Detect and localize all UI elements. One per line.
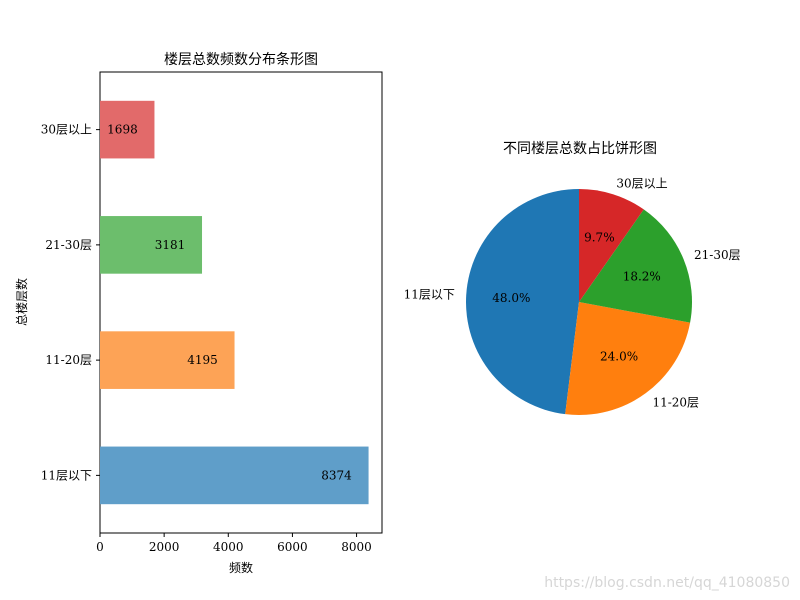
bar-chart: 楼层总数频数分布条形图 8374 4195 3181 1698 11层以下 11-20层… bbox=[14, 51, 383, 575]
watermark-text: https://blog.csdn.net/qq_41080850 bbox=[544, 575, 790, 591]
pie-chart-title: 不同楼层总数占比饼形图 bbox=[503, 141, 657, 157]
pie-slice-1 bbox=[565, 302, 691, 415]
bar-x-axis-label: 频数 bbox=[229, 560, 253, 575]
bar-data-label-1: 4195 bbox=[187, 353, 218, 367]
bar-data-label-3: 1698 bbox=[107, 123, 138, 137]
bar-1 bbox=[100, 331, 235, 389]
pie-slice-2 bbox=[579, 209, 692, 323]
pie-slice-3 bbox=[579, 189, 644, 302]
bar-plot-area bbox=[99, 71, 383, 534]
bar-x-tick-label-0: 0 bbox=[96, 540, 104, 554]
bar-data-label-0: 8374 bbox=[321, 468, 352, 482]
pie-slice-0 bbox=[465, 189, 579, 415]
pie-category-label-2: 21-30层 bbox=[694, 248, 741, 262]
pie-category-label-3: 30层以上 bbox=[616, 176, 667, 190]
bar-x-tick-label-3: 6000 bbox=[277, 540, 308, 554]
bar-y-tick-label-1: 11-20层 bbox=[45, 353, 92, 367]
pie-pct-label-1: 24.0% bbox=[600, 350, 638, 364]
bar-0 bbox=[100, 446, 369, 505]
pie-pct-label-2: 18.2% bbox=[623, 269, 661, 283]
bar-2 bbox=[100, 216, 203, 274]
bar-y-tick-label-0: 11层以下 bbox=[41, 468, 92, 482]
pie-category-label-1: 11-20层 bbox=[652, 395, 699, 409]
bar-y-axis-label: 总楼层数 bbox=[14, 278, 29, 326]
pie-pct-label-3: 9.7% bbox=[584, 230, 615, 244]
bar-x-tick-label-1: 2000 bbox=[149, 540, 180, 554]
bar-x-tick-label-2: 4000 bbox=[213, 540, 244, 554]
bar-x-tick-label-4: 8000 bbox=[341, 540, 372, 554]
pie-category-label-0: 11层以下 bbox=[404, 287, 455, 301]
bar-data-label-2: 3181 bbox=[155, 238, 186, 252]
bar-chart-title: 楼层总数频数分布条形图 bbox=[164, 51, 318, 68]
bar-3 bbox=[100, 100, 155, 159]
bar-y-tick-label-2: 21-30层 bbox=[45, 238, 92, 252]
bar-y-tick-label-3: 30层以上 bbox=[41, 123, 92, 137]
pie-pct-label-0: 48.0% bbox=[492, 291, 530, 305]
pie-chart: 不同楼层总数占比饼形图 48.0% 11层以下 24.0% 11-20层 18.2% 21… bbox=[404, 141, 741, 415]
